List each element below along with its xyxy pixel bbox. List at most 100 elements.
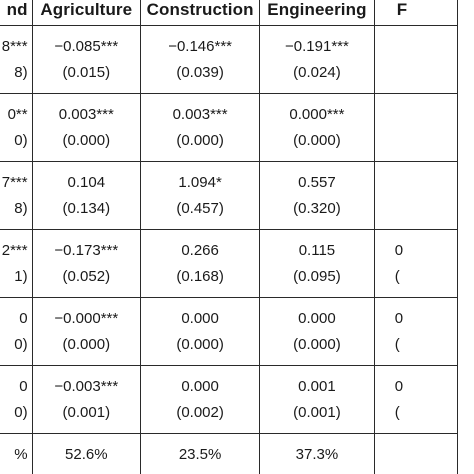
coefficient: 8*** xyxy=(1,37,28,55)
table-cell: −0.146*** (0.039) xyxy=(140,25,261,94)
coefficient: 0.000*** xyxy=(289,105,345,123)
coefficient: 2*** xyxy=(1,241,28,259)
table-cell xyxy=(373,93,459,162)
std-error: 0) xyxy=(14,131,28,149)
table-cell: 0.003*** (0.000) xyxy=(31,93,142,162)
table-row: 2*** 1) −0.173*** (0.052) 0.266 (0.168) 0.115 (… xyxy=(0,229,459,298)
coefficient: 0 xyxy=(19,377,28,395)
table-cell: 0** 0) xyxy=(0,93,33,162)
coefficient: 0.557 xyxy=(298,173,336,191)
coefficient: 0** xyxy=(7,105,28,123)
summary-cell: % xyxy=(0,433,33,474)
summary-value: 37.3% xyxy=(295,446,339,463)
table-row: 0 0) −0.000*** (0.000) 0.000 (0.000) 0.000 (0.0… xyxy=(0,297,459,366)
coefficient: 1.094* xyxy=(178,173,222,191)
table-cell: 7*** 8) xyxy=(0,161,33,230)
table-cell: 0.000*** (0.000) xyxy=(259,93,375,162)
coefficient: 0.003*** xyxy=(58,105,114,123)
coefficient: 0.000 xyxy=(181,377,219,395)
std-error: (0.000) xyxy=(176,131,224,149)
table-cell: 0.266 (0.168) xyxy=(140,229,261,298)
std-error: (0.039) xyxy=(176,63,224,81)
coefficient: 0 xyxy=(394,241,404,259)
std-error: (0.000) xyxy=(62,131,111,149)
table-cell: 0.003*** (0.000) xyxy=(140,93,261,162)
coefficient: 0 xyxy=(394,309,404,327)
table-cell: −0.085*** (0.015) xyxy=(31,25,142,94)
std-error: ( xyxy=(394,335,400,353)
std-error: 0) xyxy=(14,335,28,353)
table-cell: 8*** 8) xyxy=(0,25,33,94)
table-cell: 0.000 (0.000) xyxy=(259,297,375,366)
table-cell: 2*** 1) xyxy=(0,229,33,298)
coefficient: 0.001 xyxy=(298,377,336,395)
std-error: (0.015) xyxy=(62,63,111,81)
table-cell: −0.003*** (0.001) xyxy=(31,365,142,434)
table-cell: 0 0) xyxy=(0,365,33,434)
std-error: (0.000) xyxy=(293,335,341,353)
std-error: 8) xyxy=(14,199,28,217)
std-error: (0.052) xyxy=(62,267,111,285)
table-cell: 0.104 (0.134) xyxy=(31,161,142,230)
header-cell: Agriculture xyxy=(31,0,142,26)
coefficient: −0.003*** xyxy=(54,377,119,395)
table-cell: 0( xyxy=(373,365,459,434)
summary-value: 23.5% xyxy=(178,446,222,463)
std-error: (0.134) xyxy=(62,199,111,217)
table-row: 0** 0) 0.003*** (0.000) 0.003*** (0.000) 0.000… xyxy=(0,93,459,162)
summary-value: % xyxy=(14,446,28,463)
coefficient: 0.115 xyxy=(298,241,336,259)
coefficient: 0 xyxy=(19,309,28,327)
summary-row: % 52.6% 23.5% 37.3% xyxy=(0,433,459,474)
table-cell: 0.557 (0.320) xyxy=(259,161,375,230)
std-error: ( xyxy=(394,267,400,285)
std-error: (0.320) xyxy=(293,199,341,217)
std-error: (0.168) xyxy=(176,267,224,285)
std-error: 0) xyxy=(14,403,28,421)
std-error: (0.000) xyxy=(176,335,224,353)
std-error: (0.001) xyxy=(293,403,341,421)
header-cell: F xyxy=(373,0,459,26)
table-cell: −0.000*** (0.000) xyxy=(31,297,142,366)
coefficient: 7*** xyxy=(1,173,28,191)
coefficient: −0.191*** xyxy=(285,37,349,55)
regression-table: nd Agriculture Construction Engineering … xyxy=(0,0,459,474)
coefficient: −0.085*** xyxy=(54,37,119,55)
table-cell: 0.115 (0.095) xyxy=(259,229,375,298)
table-cell xyxy=(373,161,459,230)
coefficient: −0.146*** xyxy=(168,37,232,55)
table-cell: 0( xyxy=(373,229,459,298)
coefficient: 0 xyxy=(394,377,404,395)
table-row: 7*** 8) 0.104 (0.134) 1.094* (0.457) 0.557 (0.3… xyxy=(0,161,459,230)
std-error: (0.095) xyxy=(293,267,341,285)
coefficient: −0.000*** xyxy=(54,309,119,327)
summary-cell: 37.3% xyxy=(259,433,375,474)
table-cell: 0 0) xyxy=(0,297,33,366)
header-cell: nd xyxy=(0,0,33,26)
std-error: (0.000) xyxy=(62,335,111,353)
std-error: (0.457) xyxy=(176,199,224,217)
header-row: nd Agriculture Construction Engineering … xyxy=(0,0,459,26)
table-cell: 0.000 (0.002) xyxy=(140,365,261,434)
std-error: (0.024) xyxy=(293,63,341,81)
coefficient: 0.003*** xyxy=(172,105,228,123)
table-cell: 0( xyxy=(373,297,459,366)
header-cell: Engineering xyxy=(259,0,375,26)
table-cell: −0.191*** (0.024) xyxy=(259,25,375,94)
summary-cell: 23.5% xyxy=(140,433,261,474)
table-cell: 0.001 (0.001) xyxy=(259,365,375,434)
table-cell: 0.000 (0.000) xyxy=(140,297,261,366)
std-error: 1) xyxy=(14,267,28,285)
coefficient: 0.266 xyxy=(181,241,219,259)
std-error: (0.001) xyxy=(62,403,111,421)
std-error: (0.002) xyxy=(176,403,224,421)
table-cell: −0.173*** (0.052) xyxy=(31,229,142,298)
table-cell xyxy=(373,25,459,94)
coefficient: 0.000 xyxy=(298,309,336,327)
summary-cell: 52.6% xyxy=(31,433,142,474)
std-error: 8) xyxy=(14,63,28,81)
coefficient: 0.000 xyxy=(181,309,219,327)
std-error: (0.000) xyxy=(293,131,341,149)
coefficient: −0.173*** xyxy=(54,241,119,259)
